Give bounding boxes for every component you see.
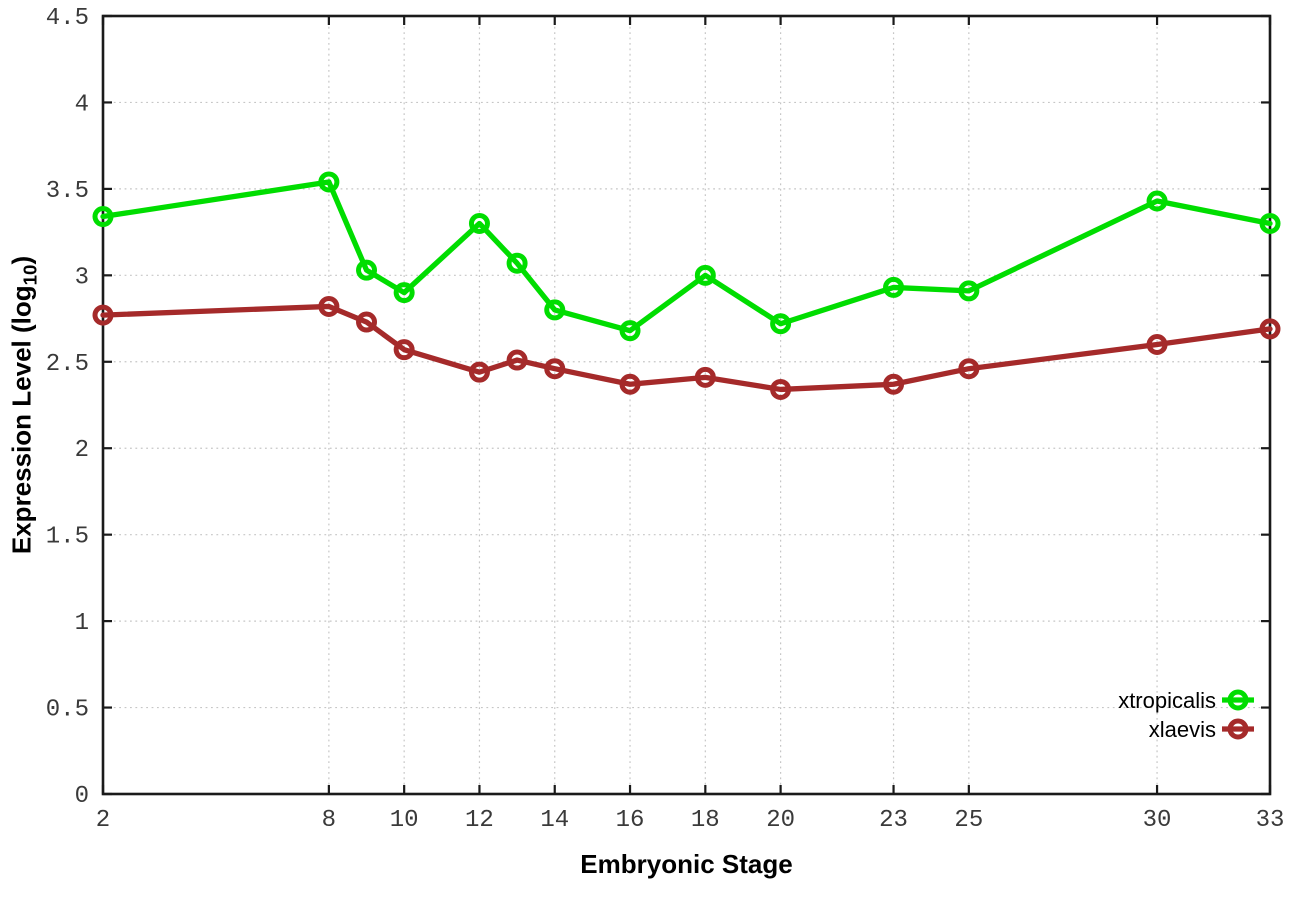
- data-point-xtropicalis: [544, 299, 566, 321]
- data-point-xlaevis: [770, 378, 792, 400]
- data-point-xtropicalis: [958, 280, 980, 302]
- x-tick-label: 14: [540, 807, 569, 834]
- series-line-xlaevis: [100, 303, 1273, 393]
- y-axis-title-text: Expression Level (log: [6, 285, 37, 555]
- y-tick-label: 3: [75, 264, 89, 291]
- data-point-xtropicalis: [1146, 190, 1168, 212]
- data-point-xlaevis: [544, 358, 566, 380]
- x-tick-label: 30: [1143, 807, 1172, 834]
- data-point-xtropicalis: [318, 171, 340, 193]
- x-tick-label: 23: [879, 807, 908, 834]
- data-point-xlaevis: [958, 358, 980, 380]
- data-point-xlaevis: [318, 295, 340, 317]
- data-point-xtropicalis: [883, 276, 905, 298]
- x-tick-label: 18: [691, 807, 720, 834]
- y-tick-label: 0: [75, 783, 89, 810]
- data-point-xlaevis: [1146, 333, 1168, 355]
- legend-label-xlaevis: xlaevis: [1149, 717, 1216, 742]
- data-point-xtropicalis: [92, 206, 114, 228]
- x-tick-label: 16: [616, 807, 645, 834]
- x-tick-label: 2: [96, 807, 110, 834]
- y-axis-title: Expression Level (log10): [6, 256, 41, 554]
- data-point-xlaevis: [393, 339, 415, 361]
- data-point-xlaevis: [883, 373, 905, 395]
- data-point-xtropicalis: [1259, 212, 1281, 234]
- y-tick-label: 1: [75, 610, 89, 637]
- legend-label-xtropicalis: xtropicalis: [1118, 688, 1216, 713]
- data-point-xlaevis: [468, 361, 490, 383]
- data-point-xtropicalis: [694, 264, 716, 286]
- data-point-xtropicalis: [393, 282, 415, 304]
- data-point-xlaevis: [506, 349, 528, 371]
- data-point-xlaevis: [619, 373, 641, 395]
- data-point-xtropicalis: [506, 252, 528, 274]
- x-tick-label: 12: [465, 807, 494, 834]
- x-tick-label: 25: [954, 807, 983, 834]
- y-tick-label: 2: [75, 437, 89, 464]
- data-point-xlaevis: [694, 366, 716, 388]
- data-point-xtropicalis: [356, 259, 378, 281]
- y-tick-label: 4: [75, 91, 89, 118]
- y-tick-label: 2.5: [46, 351, 89, 378]
- plot-border: [101, 14, 1272, 796]
- data-point-xtropicalis: [468, 212, 490, 234]
- data-point-xlaevis: [356, 311, 378, 333]
- y-tick-label: 1.5: [46, 524, 89, 551]
- y-tick-label: 0.5: [46, 697, 89, 724]
- data-point-xtropicalis: [770, 313, 792, 335]
- legend-sample-marker-xtropicalis: [1227, 689, 1249, 711]
- y-tick-label: 3.5: [46, 178, 89, 205]
- data-point-xlaevis: [92, 304, 114, 326]
- y-axis-title-subscript: 10: [19, 264, 41, 286]
- data-point-xtropicalis: [619, 320, 641, 342]
- x-tick-label: 20: [766, 807, 795, 834]
- x-axis-title: Embryonic Stage: [580, 849, 793, 879]
- x-tick-label: 8: [322, 807, 336, 834]
- x-tick-label: 10: [390, 807, 419, 834]
- x-tick-label: 33: [1256, 807, 1285, 834]
- legend-sample-marker-xlaevis: [1227, 718, 1249, 740]
- data-point-xlaevis: [1259, 318, 1281, 340]
- y-axis-title-close: ): [6, 255, 37, 265]
- y-tick-label: 4.5: [46, 5, 89, 32]
